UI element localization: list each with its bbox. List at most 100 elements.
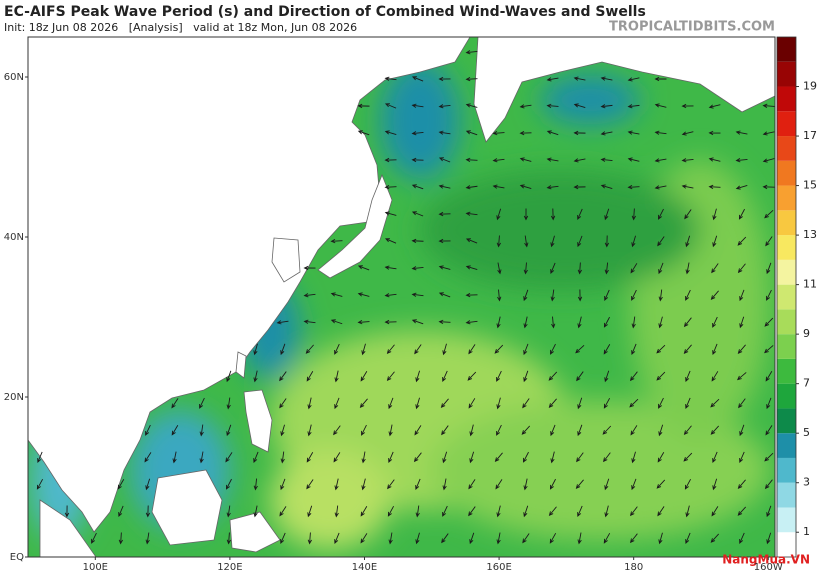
direction-arrow [496,397,501,410]
direction-arrow [603,316,610,328]
colorbar-segment [777,532,796,557]
direction-arrow [496,316,501,329]
colorbar-segment [777,259,796,285]
direction-arrow [91,532,97,544]
direction-arrow [465,292,478,298]
lon-label: 160W [754,562,783,573]
direction-arrow [631,478,637,491]
direction-arrow [604,505,609,518]
lat-label: 60N [4,72,24,83]
colorbar-segment [777,86,796,112]
direction-arrow [468,398,476,409]
direction-arrow [171,425,179,436]
direction-arrow [307,424,312,437]
direction-arrow [548,506,557,517]
direction-arrow [384,319,397,325]
direction-arrow [550,289,555,302]
direction-arrow [548,398,557,408]
direction-arrow [415,532,420,545]
direction-arrow [602,425,612,435]
direction-arrow [685,370,691,383]
direction-arrow [519,104,532,109]
direction-arrow [764,479,773,490]
direction-arrow [411,76,424,82]
direction-arrow [334,370,339,383]
direction-arrow [657,452,665,463]
direction-arrow [550,451,555,464]
direction-arrow [577,316,582,329]
direction-arrow [523,208,529,221]
direction-arrow [765,236,773,247]
direction-arrow [658,262,664,275]
colorbar-label: 15 [803,179,817,192]
direction-arrow [467,371,477,381]
direction-arrow [737,479,746,489]
direction-arrow [468,506,476,517]
direction-arrow [496,370,502,382]
direction-arrow [600,104,613,109]
direction-arrow [546,103,559,108]
direction-arrow [411,292,424,297]
lon-label: 120E [217,562,242,573]
direction-arrow [708,104,721,109]
direction-arrow [199,424,204,437]
direction-arrow [496,235,501,248]
direction-arrow [145,505,151,518]
direction-arrow [658,289,663,302]
direction-arrow [303,265,316,271]
colorbar-label: 3 [803,476,810,489]
colorbar-label: 1 [803,525,810,538]
watermark: NangMua.VN [722,553,810,567]
direction-arrow [226,397,231,410]
direction-arrow [411,131,424,136]
direction-arrow [411,157,424,163]
direction-arrow [442,370,448,382]
direction-arrow [604,478,610,491]
direction-arrow [738,398,746,409]
direction-arrow [442,451,448,464]
direction-arrow [603,452,611,463]
direction-arrow [683,317,692,328]
direction-arrow [415,370,421,383]
direction-arrow [118,505,124,518]
direction-arrow [226,505,231,518]
direction-arrow [279,398,287,409]
direction-arrow [465,185,478,190]
direction-arrow [496,505,501,518]
direction-arrow [442,478,447,491]
direction-arrow [492,158,505,163]
direction-arrow [414,344,422,355]
direction-arrow [465,50,478,55]
direction-arrow [573,130,586,136]
direction-arrow [762,131,775,136]
direction-arrow [171,398,179,409]
direction-arrow [468,344,476,355]
init-line: Init: 18z Jun 08 2026 [Analysis] valid a… [4,21,357,34]
direction-arrow [573,103,586,109]
direction-arrow [415,397,420,410]
direction-arrow [712,208,717,221]
direction-arrow [387,505,395,517]
colorbar-label: 19 [803,80,817,93]
direction-arrow [306,371,314,382]
direction-arrow [519,157,532,162]
direction-arrow [117,479,125,490]
lat-label: EQ [10,552,24,563]
direction-arrow [519,130,532,136]
direction-arrow [712,316,718,328]
colorbar-label: 17 [803,129,817,142]
direction-arrow [681,184,694,189]
direction-arrow [762,103,775,108]
direction-arrow [708,130,721,136]
direction-arrow [226,532,231,545]
colorbar-segment [777,358,796,384]
direction-arrow [305,344,314,354]
direction-arrow [577,505,583,517]
direction-arrow [469,532,475,545]
direction-arrow [441,425,449,436]
direction-arrow [548,371,558,381]
direction-arrow [384,130,397,135]
direction-arrow [440,398,449,409]
lon-label: 140E [352,562,377,573]
direction-arrow [438,265,451,270]
